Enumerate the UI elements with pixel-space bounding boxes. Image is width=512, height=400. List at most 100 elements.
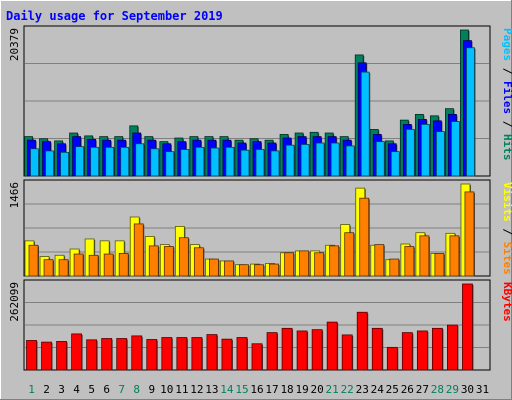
kbytes-bar-kbytes	[281, 327, 293, 371]
requests-bar-pages	[195, 146, 205, 177]
kbytes-bar-kbytes	[311, 329, 323, 371]
x-tick-label: 6	[103, 383, 110, 396]
requests-bar-pages	[285, 144, 295, 177]
x-tick-label: 25	[386, 383, 399, 396]
visits-bar-sites	[193, 247, 204, 277]
kbytes-bar-kbytes	[251, 343, 263, 371]
x-tick-label: 17	[265, 383, 278, 396]
visits-bar-sites	[374, 244, 385, 277]
x-tick-label: 13	[205, 383, 218, 396]
visits-bar-sites	[314, 252, 325, 277]
x-tick-label: 29	[446, 383, 459, 396]
x-tick-label: 11	[175, 383, 188, 396]
visits-bar-sites	[28, 244, 39, 277]
kbytes-bar-kbytes	[116, 338, 128, 371]
requests-bar-pages	[255, 149, 265, 177]
visits-bar-sites	[284, 252, 294, 277]
kbytes-bar-kbytes	[371, 327, 383, 371]
requests-bar-pages	[420, 124, 430, 177]
requests-bar-pages	[45, 150, 54, 177]
visits-bar-sites	[434, 253, 445, 277]
kbytes-bar-kbytes	[326, 321, 338, 371]
requests-bar-pages	[300, 144, 310, 177]
requests-bar-pages	[345, 145, 355, 177]
kbytes-ymax-label: 262099	[8, 282, 21, 322]
kbytes-bar-kbytes	[401, 332, 413, 371]
visits-bar-sites	[389, 258, 400, 277]
requests-legend: Pages / Files / Hits	[501, 28, 512, 161]
requests-bar-pages	[466, 47, 475, 177]
kbytes-bar-kbytes	[41, 341, 52, 371]
kbytes-bar-kbytes	[236, 337, 248, 371]
kbytes-bar-kbytes	[101, 338, 113, 371]
requests-legend-separator: /	[501, 61, 512, 81]
x-tick-label: 8	[133, 383, 140, 396]
x-tick-label: 23	[356, 383, 369, 396]
requests-legend-files: Files	[501, 81, 512, 114]
visits-bar-sites	[43, 259, 54, 277]
x-tick-label: 1	[28, 383, 35, 396]
requests-bar-pages	[210, 147, 220, 177]
x-tick-label: 19	[295, 383, 308, 396]
x-tick-label: 16	[250, 383, 263, 396]
x-tick-label: 5	[88, 383, 95, 396]
requests-bar-pages	[315, 142, 325, 177]
x-tick-label: 2	[43, 383, 50, 396]
chart-title: Daily usage for September 2019	[6, 9, 223, 23]
kbytes-bar-kbytes	[176, 337, 188, 371]
visits-ymax-label: 1466	[8, 182, 21, 209]
requests-bar-pages	[375, 141, 385, 177]
requests-bar-pages	[240, 149, 250, 177]
visits-bar-sites	[148, 245, 159, 277]
requests-bar-pages	[135, 143, 145, 177]
requests-bar-pages	[405, 129, 415, 177]
requests-bar-pages	[451, 121, 460, 177]
requests-bar-pages	[105, 146, 115, 177]
requests-legend-hits: Hits	[501, 134, 512, 161]
kbytes-bar-kbytes	[191, 337, 203, 371]
kbytes-bar-kbytes	[86, 339, 98, 371]
x-tick-label: 12	[190, 383, 203, 396]
requests-bar-pages	[30, 148, 39, 177]
kbytes-bar-kbytes	[266, 332, 278, 371]
visits-bar-sites	[464, 191, 475, 277]
x-tick-label: 27	[416, 383, 429, 396]
visits-bar-sites	[449, 235, 460, 277]
kbytes-bar-kbytes	[356, 311, 368, 371]
visits-legend-visits: Visits	[501, 182, 512, 222]
visits-bar-sites	[419, 235, 430, 277]
x-tick-label: 24	[371, 383, 385, 396]
kbytes-bar-kbytes	[71, 333, 83, 371]
x-tick-label: 28	[431, 383, 444, 396]
x-tick-label: 26	[401, 383, 414, 396]
x-tick-label: 10	[160, 383, 173, 396]
kbytes-bar-kbytes	[131, 335, 143, 371]
visits-legend: Visits / Sites	[501, 182, 512, 275]
kbytes-bar-kbytes	[221, 338, 233, 371]
kbytes-bar-kbytes	[146, 339, 158, 371]
kbytes-bar-kbytes	[161, 337, 173, 371]
kbytes-bar-kbytes	[296, 330, 308, 371]
x-tick-label: 21	[326, 383, 339, 396]
kbytes-bar-kbytes	[206, 334, 218, 371]
visits-bar-sites	[254, 264, 264, 277]
requests-bar-pages	[90, 146, 100, 177]
kbytes-bar-kbytes	[341, 334, 353, 371]
requests-bar-pages	[360, 71, 370, 177]
kbytes-bar-kbytes	[386, 346, 398, 371]
requests-legend-separator: /	[501, 114, 512, 134]
visits-bar-sites	[299, 250, 309, 277]
kbytes-bar-kbytes	[56, 341, 67, 371]
requests-ymax-label: 20379	[8, 28, 21, 61]
x-tick-label: 14	[220, 383, 234, 396]
x-tick-label: 15	[235, 383, 248, 396]
visits-bar-sites	[178, 237, 189, 277]
x-tick-label: 20	[311, 383, 324, 396]
visits-bar-sites	[344, 232, 355, 277]
requests-bar-pages	[165, 151, 175, 177]
visits-bar-sites	[329, 245, 340, 277]
visits-bar-sites	[118, 253, 129, 277]
x-tick-label: 22	[341, 383, 354, 396]
kbytes-bar-kbytes	[26, 340, 37, 371]
